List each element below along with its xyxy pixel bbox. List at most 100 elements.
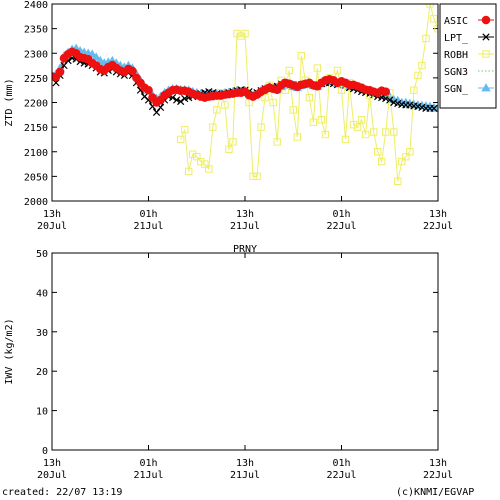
data-point-robh bbox=[241, 29, 249, 38]
plot-area bbox=[52, 4, 461, 186]
data-point-robh bbox=[443, 168, 449, 174]
y-tick-label: 30 bbox=[36, 328, 48, 339]
data-point-lpt bbox=[177, 97, 185, 106]
data-point-robh bbox=[269, 98, 277, 107]
data-point-robh bbox=[369, 128, 378, 136]
data-point-robh bbox=[257, 123, 265, 131]
y-tick-label: 2250 bbox=[24, 74, 48, 85]
data-point-robh bbox=[422, 34, 430, 43]
y-tick-label: 10 bbox=[36, 407, 48, 418]
x-tick-label-hour: 01h bbox=[332, 209, 350, 220]
data-point-lpt bbox=[173, 96, 181, 104]
data-point-robh bbox=[430, 15, 438, 23]
data-point-robh bbox=[398, 157, 406, 166]
data-point-robh bbox=[418, 61, 426, 70]
data-point-lpt bbox=[430, 104, 438, 113]
y-tick-label: 2100 bbox=[24, 148, 48, 159]
x-tick-label-hour: 01h bbox=[139, 458, 157, 469]
legend-label-lpt: LPT_ bbox=[444, 33, 469, 44]
data-point-robh bbox=[185, 167, 193, 176]
x-tick-label-date: 21Jul bbox=[230, 470, 260, 481]
data-point-robh bbox=[353, 123, 362, 131]
y-tick-label: 40 bbox=[36, 288, 48, 299]
x-tick-label-date: 21Jul bbox=[133, 221, 163, 232]
data-point-asic bbox=[55, 67, 65, 77]
data-point-robh bbox=[451, 163, 457, 169]
data-point-robh bbox=[455, 158, 461, 164]
data-point-robh bbox=[237, 32, 245, 40]
legend-marker-sgn bbox=[481, 83, 491, 92]
y-tick-label: 50 bbox=[36, 249, 48, 260]
data-point-lpt bbox=[382, 94, 390, 103]
x-tick-label-date: 22Jul bbox=[423, 221, 453, 232]
data-point-robh bbox=[297, 52, 305, 60]
x-tick-label-date: 20Jul bbox=[37, 221, 67, 232]
chart-title: PRNY bbox=[233, 244, 257, 255]
y-tick-label: 2150 bbox=[24, 123, 48, 134]
y-tick-label: 2050 bbox=[24, 172, 48, 183]
series-line-robh bbox=[180, 4, 438, 182]
legend-marker-lpt bbox=[482, 33, 490, 41]
y-tick-label: 2400 bbox=[24, 0, 48, 11]
y-tick-label: 2300 bbox=[24, 49, 48, 60]
x-tick-label-hour: 13h bbox=[43, 458, 61, 469]
data-point-robh bbox=[253, 172, 261, 181]
data-point-asic bbox=[381, 87, 391, 96]
data-point-robh bbox=[337, 86, 346, 94]
legend-label-robh: ROBH bbox=[444, 50, 468, 61]
data-point-lpt bbox=[60, 61, 68, 70]
data-point-robh bbox=[382, 128, 390, 136]
x-tick-label-hour: 01h bbox=[332, 458, 350, 469]
legend-label-sgn: SGN_ bbox=[444, 84, 469, 95]
x-tick-label-hour: 13h bbox=[43, 209, 61, 220]
data-point-robh bbox=[249, 172, 257, 181]
y-tick-label: 2000 bbox=[24, 197, 48, 208]
data-point-robh bbox=[402, 152, 410, 161]
data-point-robh bbox=[289, 106, 297, 114]
data-point-robh bbox=[180, 125, 189, 134]
data-point-robh bbox=[273, 138, 281, 146]
data-point-robh bbox=[221, 101, 229, 109]
y-tick-label: 2350 bbox=[24, 25, 48, 36]
data-point-robh bbox=[317, 116, 326, 124]
x-tick-label-date: 21Jul bbox=[230, 221, 260, 232]
data-point-robh bbox=[285, 66, 293, 75]
data-point-robh bbox=[333, 66, 342, 75]
data-point-robh bbox=[426, 4, 434, 8]
y-tick-label: 0 bbox=[42, 446, 48, 457]
data-point-robh bbox=[373, 148, 382, 156]
x-tick-label-date: 22Jul bbox=[326, 221, 356, 232]
data-point-robh bbox=[233, 29, 241, 38]
data-point-robh bbox=[189, 150, 197, 158]
data-point-robh bbox=[378, 157, 386, 166]
created-timestamp: created: 22/07 13:19 bbox=[2, 487, 123, 498]
data-point-asic bbox=[128, 66, 137, 76]
x-tick-label-date: 22Jul bbox=[326, 470, 356, 481]
x-tick-label-date: 21Jul bbox=[133, 470, 163, 481]
data-point-robh bbox=[313, 64, 322, 72]
copyright-credit: (c)KNMI/EGVAP bbox=[396, 487, 475, 498]
data-point-lpt bbox=[386, 96, 394, 104]
data-point-robh bbox=[321, 130, 330, 139]
data-point-robh bbox=[213, 106, 221, 114]
y-axis-label: ZTD (mm) bbox=[4, 78, 15, 126]
y-axis-label: IWV (kg/m2) bbox=[4, 318, 15, 384]
legend-label-sgn3: SGN3 bbox=[444, 67, 468, 78]
legend-label-asic: ASIC bbox=[444, 16, 468, 27]
data-point-robh bbox=[261, 93, 269, 102]
data-point-robh bbox=[293, 133, 301, 141]
data-point-robh bbox=[197, 157, 205, 166]
y-tick-label: 2200 bbox=[24, 99, 48, 110]
x-tick-label-date: 22Jul bbox=[423, 470, 453, 481]
data-point-robh bbox=[410, 86, 418, 94]
x-tick-label-date: 20Jul bbox=[37, 470, 67, 481]
data-point-robh bbox=[361, 130, 370, 139]
data-point-robh bbox=[349, 120, 358, 129]
data-point-robh bbox=[176, 135, 185, 144]
x-tick-label-hour: 13h bbox=[236, 458, 254, 469]
data-point-asic bbox=[144, 85, 153, 95]
data-point-robh bbox=[394, 177, 402, 186]
data-point-robh bbox=[357, 116, 366, 124]
data-point-robh bbox=[229, 138, 237, 146]
data-point-lpt bbox=[152, 108, 161, 116]
